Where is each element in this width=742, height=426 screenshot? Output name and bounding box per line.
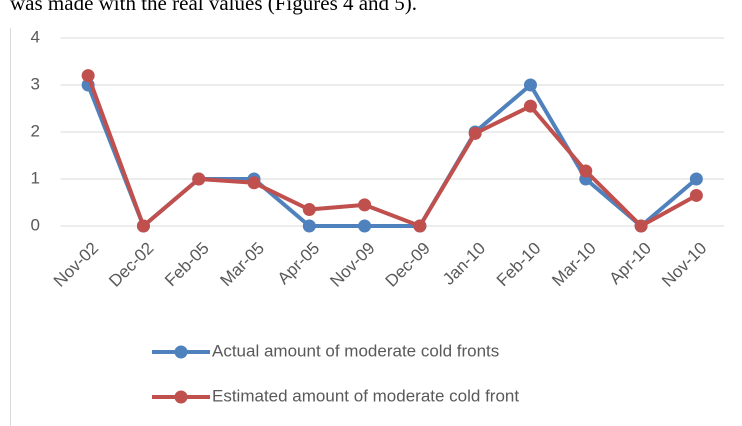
- x-tick-label: Mar-10: [548, 239, 600, 291]
- legend-label: Actual amount of moderate cold fronts: [212, 341, 499, 360]
- x-tick-label: Feb-10: [493, 239, 545, 291]
- point: [358, 198, 372, 212]
- x-tick-label: Feb-05: [161, 239, 213, 291]
- point: [689, 188, 703, 202]
- y-tick-label: 0: [31, 215, 40, 234]
- y-tick-label: 1: [31, 168, 40, 187]
- legend-marker: [174, 390, 188, 404]
- x-tick-label: Nov-09: [326, 239, 378, 291]
- legend-label: Estimated amount of moderate cold front: [212, 386, 519, 405]
- point: [192, 172, 206, 186]
- point: [523, 78, 537, 92]
- point: [523, 99, 537, 113]
- x-tick-label: Jan-10: [439, 239, 489, 289]
- x-tick-label: Apr-05: [274, 239, 324, 289]
- point: [302, 219, 316, 233]
- point: [689, 172, 703, 186]
- point: [302, 203, 316, 217]
- series-line: [86, 83, 698, 228]
- context-text: was made with the real values (Figures 4…: [10, 0, 417, 15]
- x-tick-label: Dec-09: [382, 239, 434, 291]
- x-tick-label: Dec-02: [105, 239, 157, 291]
- y-tick-label: 2: [31, 121, 40, 140]
- x-tick-label: Mar-05: [217, 239, 269, 291]
- x-tick-label: Nov-02: [50, 239, 102, 291]
- point: [579, 164, 593, 178]
- point: [468, 126, 482, 140]
- point: [247, 176, 261, 190]
- x-tick-label: Apr-10: [606, 239, 656, 289]
- y-tick-label: 4: [31, 27, 40, 46]
- series-line: [86, 74, 698, 228]
- legend-marker: [174, 345, 188, 359]
- point: [358, 219, 372, 233]
- y-tick-label: 3: [31, 74, 40, 93]
- point: [81, 69, 95, 83]
- point: [136, 219, 150, 233]
- point: [413, 219, 427, 233]
- x-tick-label: Nov-10: [658, 239, 710, 291]
- point: [634, 219, 648, 233]
